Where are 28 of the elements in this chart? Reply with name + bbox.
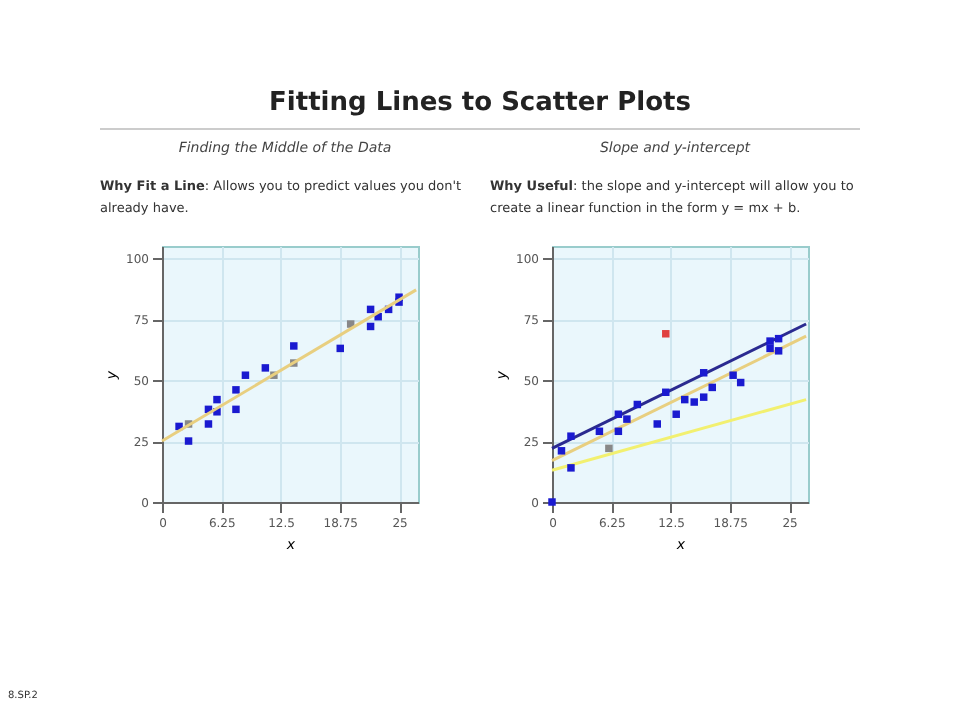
point	[623, 415, 631, 423]
point	[232, 386, 240, 394]
point	[774, 347, 783, 355]
point	[567, 464, 575, 472]
point	[662, 330, 670, 338]
point	[729, 371, 737, 379]
point	[290, 342, 298, 350]
point	[766, 337, 774, 345]
point	[662, 388, 670, 397]
point	[213, 395, 221, 404]
point	[261, 364, 270, 372]
point	[766, 344, 774, 353]
point	[690, 398, 698, 406]
point	[672, 410, 680, 418]
point	[699, 393, 708, 401]
point	[605, 444, 613, 453]
point	[184, 437, 193, 445]
point	[548, 498, 556, 506]
text: Fitting Lines to Scatter Plots	[267, 88, 693, 118]
point	[708, 383, 716, 392]
point	[204, 420, 213, 428]
point	[653, 420, 661, 428]
point	[241, 371, 250, 379]
point	[614, 410, 623, 418]
point	[699, 369, 708, 377]
point	[232, 405, 240, 414]
point	[567, 432, 575, 440]
point	[557, 447, 566, 455]
